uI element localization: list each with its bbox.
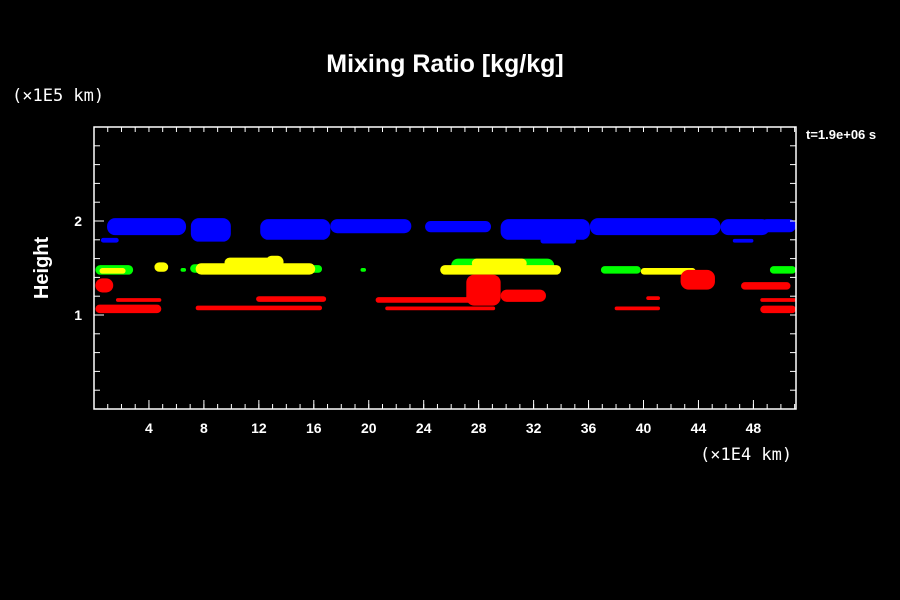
blue-region: [330, 219, 412, 234]
x-tick-label: 16: [306, 420, 322, 436]
red-region: [741, 282, 791, 290]
y-tick-label: 2: [74, 213, 82, 229]
x-tick-label: 40: [636, 420, 652, 436]
x-unit-label: (×1E4 km): [700, 445, 792, 465]
green-region: [769, 266, 796, 274]
plot-frame: [93, 126, 797, 410]
x-tick-label: 4: [145, 420, 153, 436]
yellow-region: [154, 262, 169, 272]
blue-region: [107, 218, 187, 236]
red-region: [256, 296, 327, 302]
y-axis-label: Height: [31, 237, 53, 300]
x-tick-label: 24: [416, 420, 432, 436]
yellow-region: [265, 255, 284, 268]
x-tick-label: 20: [361, 420, 377, 436]
x-tick-label: 36: [581, 420, 597, 436]
x-tick-label: 32: [526, 420, 542, 436]
yellow-region: [224, 257, 273, 268]
red-region: [385, 306, 496, 311]
blue-region: [720, 219, 770, 236]
blue-region: [589, 218, 721, 236]
green-region: [180, 268, 187, 272]
blue-region: [260, 219, 331, 240]
yellow-region: [195, 263, 316, 275]
yellow-region: [471, 258, 527, 268]
red-region: [195, 305, 323, 311]
blue-region: [732, 238, 754, 243]
yellow-region: [99, 268, 126, 274]
x-tick-label: 44: [691, 420, 707, 436]
x-tick-label: 12: [251, 420, 267, 436]
x-tick-label: 48: [746, 420, 762, 436]
red-region: [500, 289, 546, 302]
blue-region: [540, 237, 577, 244]
red-region: [680, 269, 715, 290]
time-label: t=1.9e+06 s: [806, 127, 876, 142]
blue-region: [425, 221, 492, 233]
yellow-region: [440, 265, 562, 275]
red-region: [115, 298, 162, 302]
chart-title: Mixing Ratio [kg/kg]: [326, 50, 564, 78]
red-region: [95, 304, 162, 314]
x-tick-label: 8: [200, 420, 208, 436]
blue-region: [500, 219, 590, 240]
x-tick-label: 28: [471, 420, 487, 436]
red-region: [375, 297, 492, 303]
red-region: [466, 274, 501, 306]
data-regions: [95, 218, 796, 314]
green-region: [360, 268, 367, 272]
red-region: [760, 305, 796, 314]
green-region: [600, 266, 641, 274]
blue-region: [190, 218, 231, 242]
red-region: [760, 298, 796, 302]
blue-region: [100, 237, 119, 243]
blue-region: [760, 219, 796, 233]
red-region: [646, 296, 660, 300]
yellow-region: [640, 268, 696, 275]
y-tick-label: 1: [74, 307, 82, 323]
red-region: [614, 306, 660, 311]
y-unit-label: (×1E5 km): [12, 86, 104, 106]
red-region: [95, 278, 114, 293]
